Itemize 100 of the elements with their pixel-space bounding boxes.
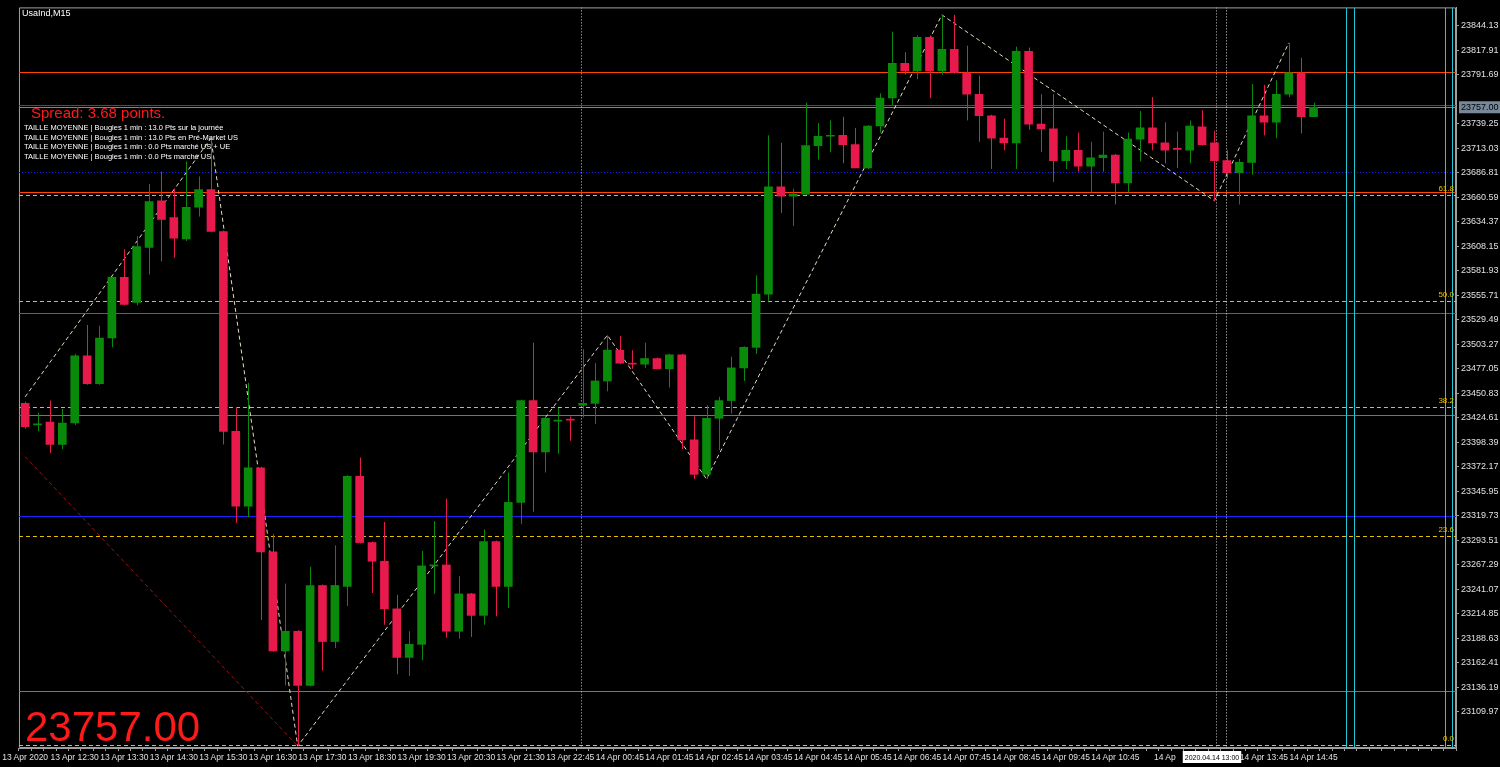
candlestick [280, 583, 290, 686]
candlestick [231, 406, 241, 524]
candlestick [1049, 93, 1058, 183]
candlestick [1185, 119, 1194, 164]
candlestick [1272, 79, 1281, 139]
candlestick [1259, 84, 1269, 136]
x-tick-label: 13 Apr 15:30 [199, 752, 248, 763]
candlestick [1024, 47, 1033, 131]
candlestick [1160, 121, 1170, 164]
candlestick [1086, 141, 1095, 193]
x-tick-label: 13 Apr 20:30 [447, 752, 496, 763]
y-tick-label: 23477.05 [1461, 363, 1499, 374]
y-tick-label: 23162.41 [1461, 657, 1499, 668]
candlestick [342, 474, 352, 607]
y-tick-label: 23817.91 [1461, 44, 1499, 55]
chart-title: UsaInd,M15 [21, 8, 71, 18]
x-tick-label: 13 Apr 18:30 [347, 752, 397, 763]
x-tick-label: 14 Ap [1154, 752, 1177, 763]
candlestick [219, 230, 228, 445]
candlestick [925, 34, 934, 99]
x-tick-label: 14 Apr 07:45 [942, 752, 992, 763]
x-tick-label: 14 Apr 08:45 [992, 752, 1041, 763]
x-tick-label: 13 Apr 12:30 [50, 752, 100, 763]
y-tick-label: 23450.83 [1461, 387, 1499, 398]
candlestick [194, 175, 203, 218]
candlestick [1210, 130, 1219, 202]
x-tick-label: 14 Apr 01:45 [645, 752, 694, 763]
x-tick-label: 14 Apr 10:45 [1091, 752, 1140, 763]
candlestick [181, 161, 191, 242]
candlestick [962, 45, 971, 121]
candlestick [764, 134, 773, 303]
x-tick-label: 14 Apr 14:45 [1289, 752, 1338, 763]
candlestick [1309, 102, 1318, 118]
y-tick-label: 23319.73 [1461, 510, 1499, 521]
candlestick [826, 119, 835, 153]
annotation: Spread: 3.68 points. [30, 104, 166, 121]
candlestick [1284, 42, 1294, 98]
candlestick [1172, 131, 1182, 169]
candlestick [1123, 132, 1133, 193]
y-tick-label: 23293.51 [1461, 534, 1499, 545]
candlestick [801, 102, 810, 196]
y-tick-label: 23555.71 [1461, 289, 1499, 300]
candlestick [850, 127, 860, 169]
candlestick [392, 594, 402, 675]
candlestick [726, 356, 736, 415]
candlestick [503, 471, 513, 609]
y-tick-label: 23188.63 [1461, 632, 1499, 643]
candlestick [578, 348, 587, 418]
candlestick [900, 51, 910, 76]
x-tick-label: 13 Apr 17:30 [298, 752, 347, 763]
ref-line-label: 23757.00 [1461, 101, 1499, 112]
x-tick-label: 14 Apr 09:45 [1041, 752, 1091, 763]
candlestick [380, 521, 389, 626]
y-tick-label: 23214.85 [1461, 608, 1499, 619]
x-tick-label: 14 Apr 04:45 [793, 752, 843, 763]
y-tick-label: 23345.95 [1461, 485, 1499, 496]
candlestick [987, 114, 996, 170]
x-tick-label: 13 Apr 2020 [2, 752, 49, 763]
candlestick [1011, 46, 1021, 170]
candlestick [615, 335, 625, 365]
candlestick [677, 353, 687, 450]
y-tick-label: 23581.93 [1461, 265, 1499, 276]
candlestick [95, 325, 104, 386]
x-tick-label: 14 Apr 06:45 [893, 752, 942, 763]
x-tick-label: 13 Apr 13:30 [100, 752, 149, 763]
candlestick [318, 584, 327, 671]
y-tick-label: 23372.17 [1461, 461, 1499, 472]
candlestick [1234, 158, 1244, 205]
candlestick [516, 399, 526, 525]
candlestick [442, 498, 451, 639]
candlestick [169, 188, 179, 259]
candlestick [70, 353, 80, 426]
candlestick [949, 14, 959, 75]
candlestick [1110, 153, 1120, 205]
candlestick [838, 116, 848, 164]
annotation: 23757.00 [24, 703, 201, 750]
y-tick-label: 23844.13 [1461, 20, 1499, 31]
candlestick [665, 353, 674, 389]
candlestick [1222, 149, 1232, 179]
candlestick [417, 550, 426, 661]
x-tick-label: 13 Apr 14:30 [149, 752, 199, 763]
candlestick [454, 575, 464, 640]
candlestick [58, 408, 67, 450]
y-tick-label: 23608.15 [1461, 240, 1499, 251]
x-tick-label: 14 Apr 02:45 [694, 752, 744, 763]
candlestick [541, 416, 550, 473]
x-tick-label: 13 Apr 16:30 [248, 752, 298, 763]
candlestick [739, 345, 749, 382]
x-tick-label: 14 Apr 05:45 [843, 752, 892, 763]
y-tick-label: 23713.03 [1461, 142, 1499, 153]
y-tick-label: 23529.49 [1461, 314, 1499, 325]
x-tick-label: 13 Apr 19:30 [397, 752, 446, 763]
x-tick-label: 14 Apr 03:45 [744, 752, 793, 763]
candlestick [404, 630, 414, 677]
candlestick [479, 528, 488, 626]
y-tick-label: 23634.37 [1461, 216, 1499, 227]
candlestick [603, 334, 612, 392]
x-tick-label: 13 Apr 22:45 [546, 752, 595, 763]
y-tick-label: 23503.27 [1461, 338, 1499, 349]
y-tick-label: 23109.97 [1461, 706, 1499, 717]
